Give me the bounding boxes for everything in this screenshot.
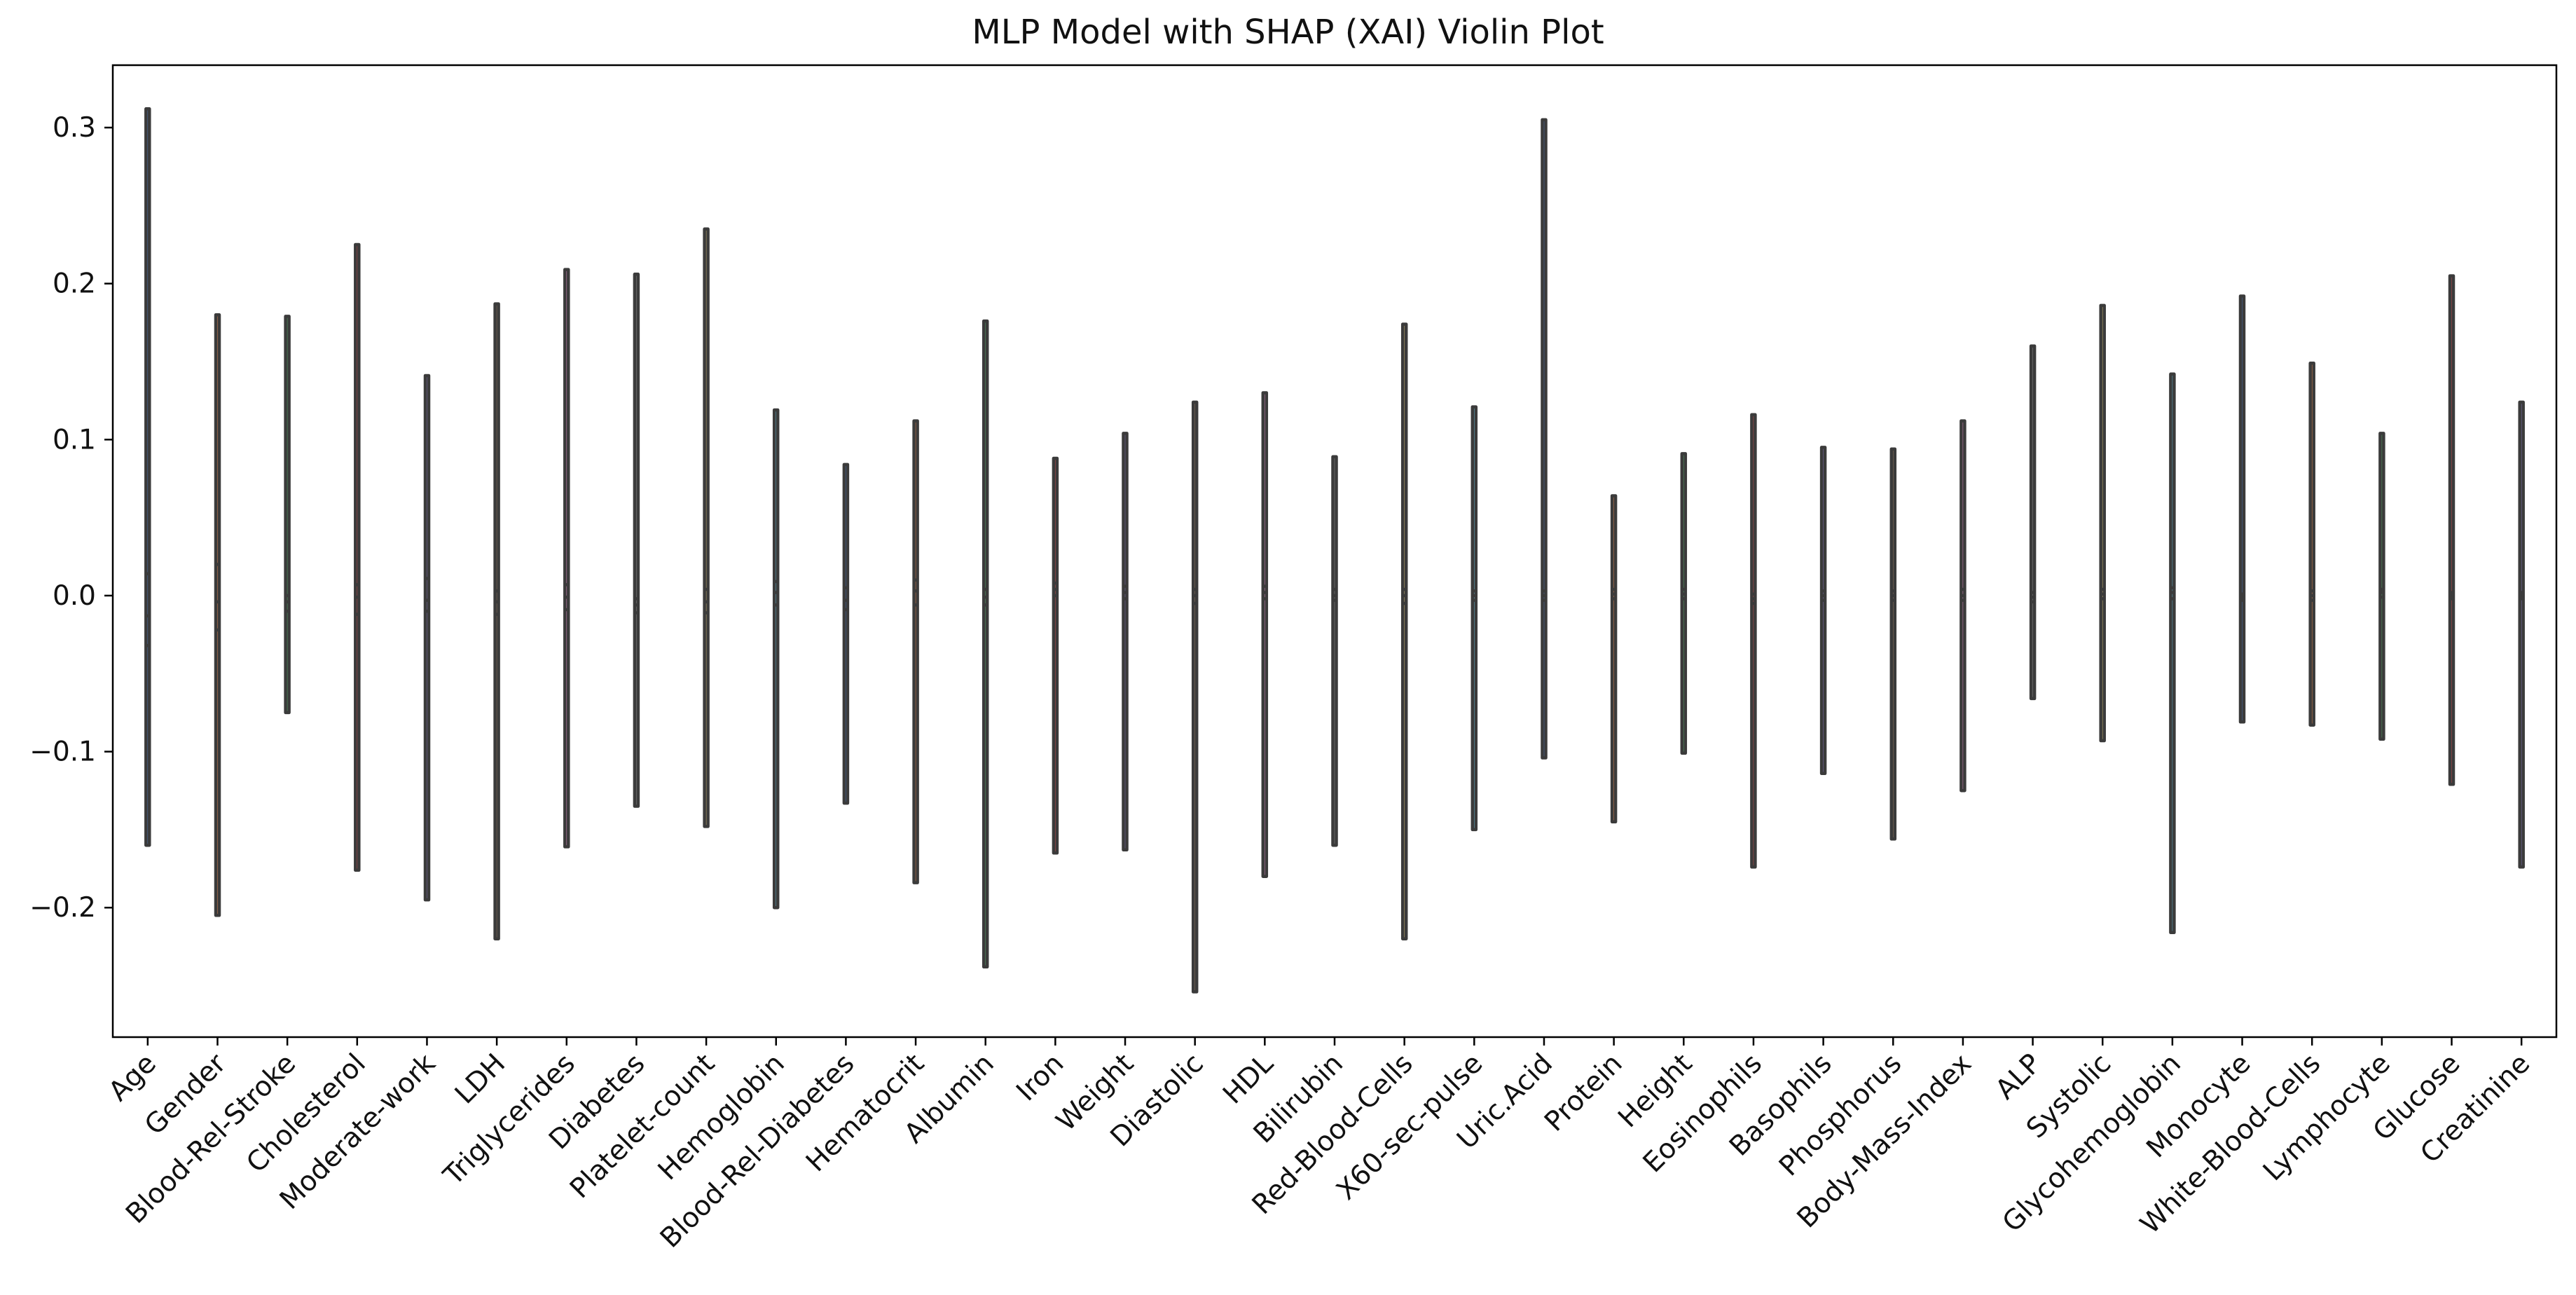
violin-group	[284, 315, 291, 715]
violin-body	[1122, 432, 1129, 852]
violin-body	[912, 419, 919, 884]
violin-body	[423, 374, 431, 902]
violin-body	[1889, 447, 1897, 841]
violin-group	[1610, 494, 1618, 824]
violin-group	[493, 302, 500, 940]
violin-group	[842, 463, 850, 805]
y-tick-label: −0.1	[29, 736, 96, 768]
violin-group	[2378, 432, 2385, 741]
violin-body	[633, 273, 640, 808]
y-tick-label: 0.0	[53, 580, 96, 612]
violin-group	[2238, 294, 2246, 724]
violin-group	[1400, 322, 1408, 940]
violin-group	[1331, 455, 1338, 847]
violin-group	[1819, 446, 1827, 776]
violin-body	[2099, 303, 2106, 743]
violin-body	[1819, 446, 1827, 776]
violin-group	[1889, 447, 1897, 841]
violin-body	[1959, 419, 1967, 793]
axes-layer: −0.2−0.10.00.10.20.3AgeGenderBlood-Rel-S…	[29, 64, 2558, 1254]
violin-group	[703, 227, 710, 828]
violin-group	[2169, 372, 2176, 935]
violin-group	[1541, 118, 1548, 760]
violin-body	[214, 313, 221, 917]
violin-body	[1400, 322, 1408, 940]
violin-body	[2378, 432, 2385, 741]
violin-body	[493, 302, 500, 940]
violin-group	[1959, 419, 1967, 793]
violin-group	[982, 319, 989, 969]
violin-body	[1680, 452, 1688, 755]
violin-body	[1052, 456, 1059, 855]
violin-body	[2029, 344, 2037, 701]
violin-group	[423, 374, 431, 902]
violin-body	[1750, 413, 1757, 869]
violins-layer	[144, 107, 2525, 994]
violin-group	[1750, 413, 1757, 869]
violin-group	[1261, 391, 1269, 878]
y-tick-label: 0.2	[53, 268, 96, 300]
x-tick-label: Age	[103, 1048, 163, 1107]
violin-group	[2029, 344, 2037, 701]
chart-title: MLP Model with SHAP (XAI) Violin Plot	[972, 13, 1604, 52]
violin-group	[1680, 452, 1688, 755]
violin-group	[772, 408, 780, 910]
violin-group	[2518, 400, 2525, 869]
violin-group	[1052, 456, 1059, 855]
violin-body	[1331, 455, 1338, 847]
violin-body	[772, 408, 780, 910]
violin-body	[1470, 405, 1478, 832]
violin-group	[354, 242, 361, 872]
violin-group	[1191, 400, 1199, 994]
violin-group	[2308, 361, 2315, 727]
violin-body	[1610, 494, 1618, 824]
violin-body	[2448, 274, 2456, 786]
violin-body	[284, 315, 291, 715]
violin-body	[144, 107, 151, 847]
violin-body	[1191, 400, 1199, 994]
violin-group	[912, 419, 919, 884]
violin-body	[1261, 391, 1269, 878]
x-tick-label: Protein	[1538, 1048, 1628, 1137]
violin-body	[2518, 400, 2525, 869]
violin-body	[2169, 372, 2176, 935]
violin-group	[1470, 405, 1478, 832]
x-tick-label: ALP	[1990, 1048, 2048, 1106]
violin-group	[214, 313, 221, 917]
x-tick-label: Iron	[1010, 1048, 1070, 1107]
y-tick-label: 0.3	[53, 112, 96, 144]
violin-body	[2238, 294, 2246, 724]
violin-group	[633, 273, 640, 808]
y-tick-label: −0.2	[29, 892, 96, 924]
violin-group	[2448, 274, 2456, 786]
violin-body	[703, 227, 710, 828]
violin-group	[144, 107, 151, 847]
violin-group	[563, 268, 570, 849]
violin-body	[563, 268, 570, 849]
violin-body	[2308, 361, 2315, 727]
violin-group	[2099, 303, 2106, 743]
violin-body	[1541, 118, 1548, 760]
y-tick-label: 0.1	[53, 424, 96, 455]
x-tick-label: HDL	[1217, 1048, 1279, 1110]
violin-body	[842, 463, 850, 805]
violin-group	[1122, 432, 1129, 852]
x-tick-label: LDH	[449, 1048, 511, 1110]
violin-body	[982, 319, 989, 969]
violin-body	[354, 242, 361, 872]
